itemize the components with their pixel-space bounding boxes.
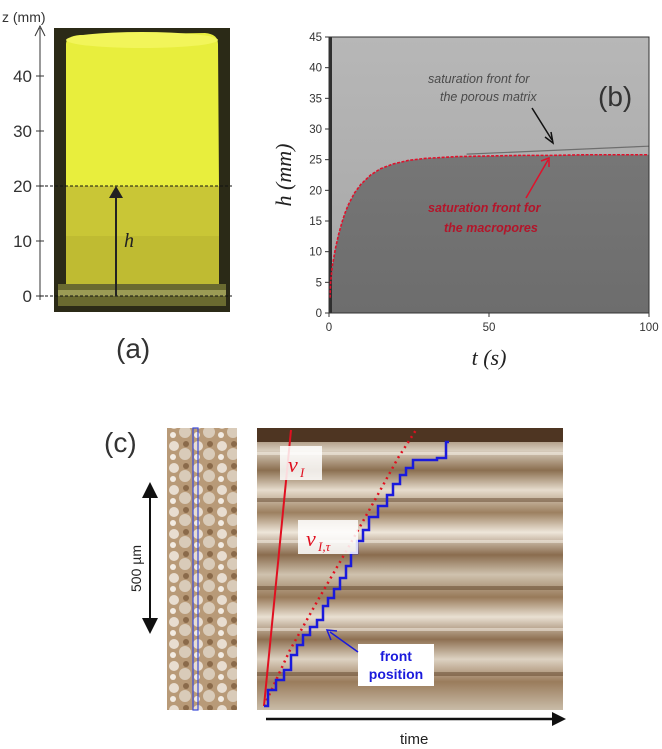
matrix-annotation-line2: the porous matrix [440,90,537,104]
x-tick-label: 50 [483,322,496,334]
y-tick-label: 15 [309,216,322,228]
front-label-arrow [329,631,359,653]
y-tick-label: 40 [309,63,322,75]
x-axis-label: t (s) [472,345,507,370]
wet-foam-lower [66,236,219,284]
y-tick-label: 45 [309,32,322,44]
z-axis-arrowhead [34,24,46,37]
foam-top-surface [66,32,218,48]
foam-micrograph [167,428,237,710]
scale-arrow-top [142,482,158,498]
panel-a: 0 10 20 30 40 z (mm) h (a) [2,9,232,364]
sampling-line [192,427,199,711]
y-tick-label: 10 [309,247,322,259]
scale-label: 500 µm [128,545,144,592]
panel-c: (c) 500 µm v I v I,τ front position [104,427,566,748]
panel-c-label: (c) [104,427,137,458]
z-tick-label: 0 [23,287,32,306]
dry-foam-region [66,33,219,186]
z-axis-title: z (mm) [2,9,46,25]
x-tick-label: 0 [326,322,332,334]
y-axis-label: h (mm) [271,144,296,207]
streak [257,498,563,502]
x-tick-label: 100 [639,322,658,334]
time-arrowhead [552,712,566,726]
z-tick-label: 10 [13,232,32,251]
front-label-line2: position [369,666,423,682]
macropores-arrowhead [540,156,550,167]
front-label-box [358,644,434,686]
saturated-region [329,154,649,313]
vI-subscript: I [299,465,305,480]
streak [257,586,563,590]
front-position-trace [264,440,449,708]
y-tick-label: 25 [309,155,322,167]
vI-label: v [288,452,298,477]
axes: 0 5 10 15 20 25 30 35 40 45 0 50 100 t (s) h (mm) [271,32,659,370]
macropore-front-line [329,153,649,298]
water-surface [58,290,226,296]
panel-a-label: (a) [116,333,150,364]
vIt-subscript: I,τ [317,539,332,554]
streak [257,452,563,455]
z-tick-label: 30 [13,122,32,141]
streak [257,628,563,631]
vIt-label-box [298,520,358,554]
y-tick-label: 20 [309,185,322,197]
z-tick-label: 40 [13,67,32,86]
matrix-annotation-line1: saturation front for [428,72,530,86]
matrix-front-line [466,145,650,155]
y-tick-label: 5 [316,277,322,289]
streak [257,540,563,543]
y-tick-label: 30 [309,124,322,136]
front-label-line1: front [380,648,412,664]
front-label-arrowhead [325,629,338,641]
z-tick-label: 20 [13,177,32,196]
macropores-annotation-line1: saturation front for [428,201,542,215]
kymograph-top-band [257,428,563,442]
foam-photo [54,28,230,312]
vIt-line [262,429,418,707]
h-arrow-head [109,186,123,198]
panel-b-label: (b) [598,81,632,112]
matrix-annotation-arrow [531,107,553,141]
macropores-annotation-line2: the macropores [444,221,538,235]
h-symbol: h [124,230,134,252]
matrix-arrowhead [544,131,555,145]
vI-label-box [280,446,322,480]
y-tick-label: 35 [309,93,322,105]
vIt-label: v [306,526,316,551]
time-label: time [400,731,428,748]
scale-arrow-bottom [142,618,158,634]
y-tick-label: 0 [316,308,322,320]
macropores-annotation-arrow [525,159,549,199]
data-series [329,145,650,298]
z-axis-ticks: 0 10 20 30 40 [13,67,44,306]
plot-left-edge-dark [329,37,332,313]
